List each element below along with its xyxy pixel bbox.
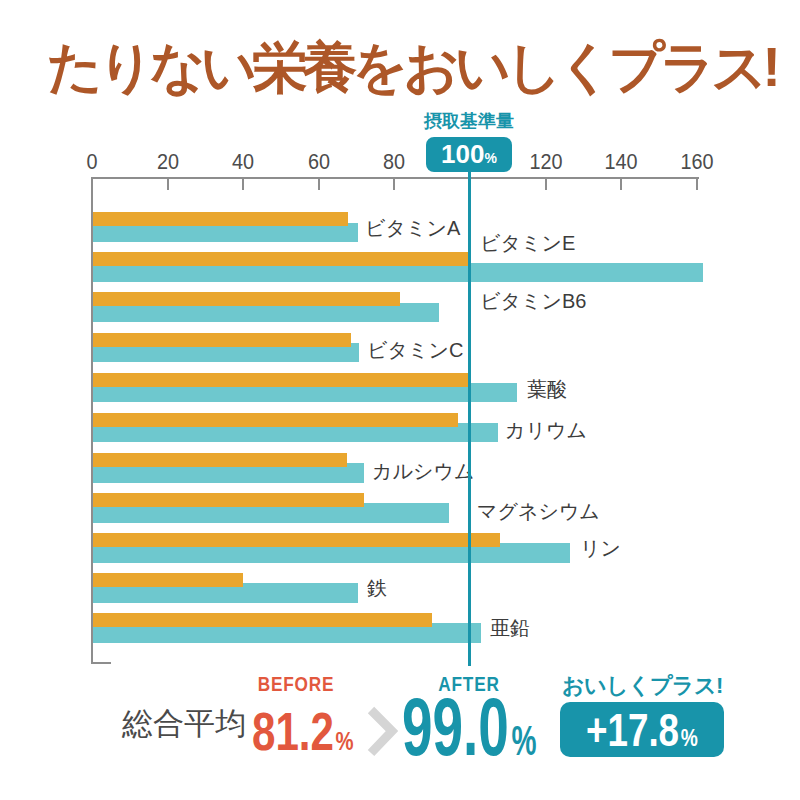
plus-value: +17.8 (586, 703, 679, 757)
nutrition-infographic: たりない栄養をおいしくプラス! 摂取基準量 100 % 0 20 40 60 80 120… (0, 0, 800, 800)
bar-before (93, 613, 432, 627)
before-value: 81.2 % (252, 700, 354, 762)
plus-label: おいしくプラス! (562, 671, 723, 701)
axis-tick-label: 120 (529, 149, 562, 175)
bar-before (93, 212, 348, 226)
axis-tick (696, 177, 698, 190)
axis-tick-label: 60 (308, 149, 330, 175)
axis-tick (620, 177, 622, 190)
axis-tick-label: 40 (232, 149, 254, 175)
page-title: たりない栄養をおいしくプラス! (47, 31, 776, 105)
bar-label: カルシウム (372, 458, 474, 485)
bar-before (93, 413, 458, 427)
bar-before (93, 533, 500, 547)
axis-tick-label: 80 (383, 149, 405, 175)
axis-tick-label: 0 (86, 149, 97, 175)
axis-tick (545, 177, 547, 190)
reference-value: 100 (441, 139, 484, 170)
summary-label: 総合平均 (122, 703, 246, 745)
axis-tick (393, 177, 395, 190)
bar-before (93, 373, 471, 387)
bar-before (93, 453, 347, 467)
bar-before (93, 573, 243, 587)
bar-label: 亜鉛 (490, 615, 530, 642)
axis-tick-label: 20 (157, 149, 179, 175)
before-label: BEFORE (247, 672, 345, 696)
bar-label: ビタミンB6 (480, 288, 586, 315)
chevron-right-icon (366, 706, 398, 758)
bar-before (93, 292, 400, 306)
bar-label: 葉酸 (527, 376, 567, 403)
axis-tick (167, 177, 169, 190)
axis-tick (242, 177, 244, 190)
bar-label: ビタミンA (365, 215, 460, 242)
reference-badge: 100 % (426, 137, 512, 172)
axis-tick (318, 177, 320, 190)
reference-label: 摂取基準量 (424, 109, 514, 133)
after-value: 99.0 % (402, 684, 537, 770)
bar-label: ビタミンE (480, 230, 575, 257)
axis-tick-label: 140 (605, 149, 638, 175)
bar-label: ビタミンC (367, 337, 463, 364)
axis-line-foot (91, 662, 111, 664)
plus-badge: +17.8 % (560, 702, 724, 757)
bar-label: カリウム (505, 417, 587, 444)
bar-label: 鉄 (367, 575, 387, 602)
bar-before (93, 252, 469, 266)
reference-unit: % (484, 150, 496, 166)
bar-label: マグネシウム (477, 498, 600, 525)
reference-line (468, 172, 472, 666)
axis-tick-label: 160 (680, 149, 713, 175)
bar-before (93, 333, 351, 347)
bar-before (93, 493, 364, 507)
bar-label: リン (580, 535, 621, 562)
